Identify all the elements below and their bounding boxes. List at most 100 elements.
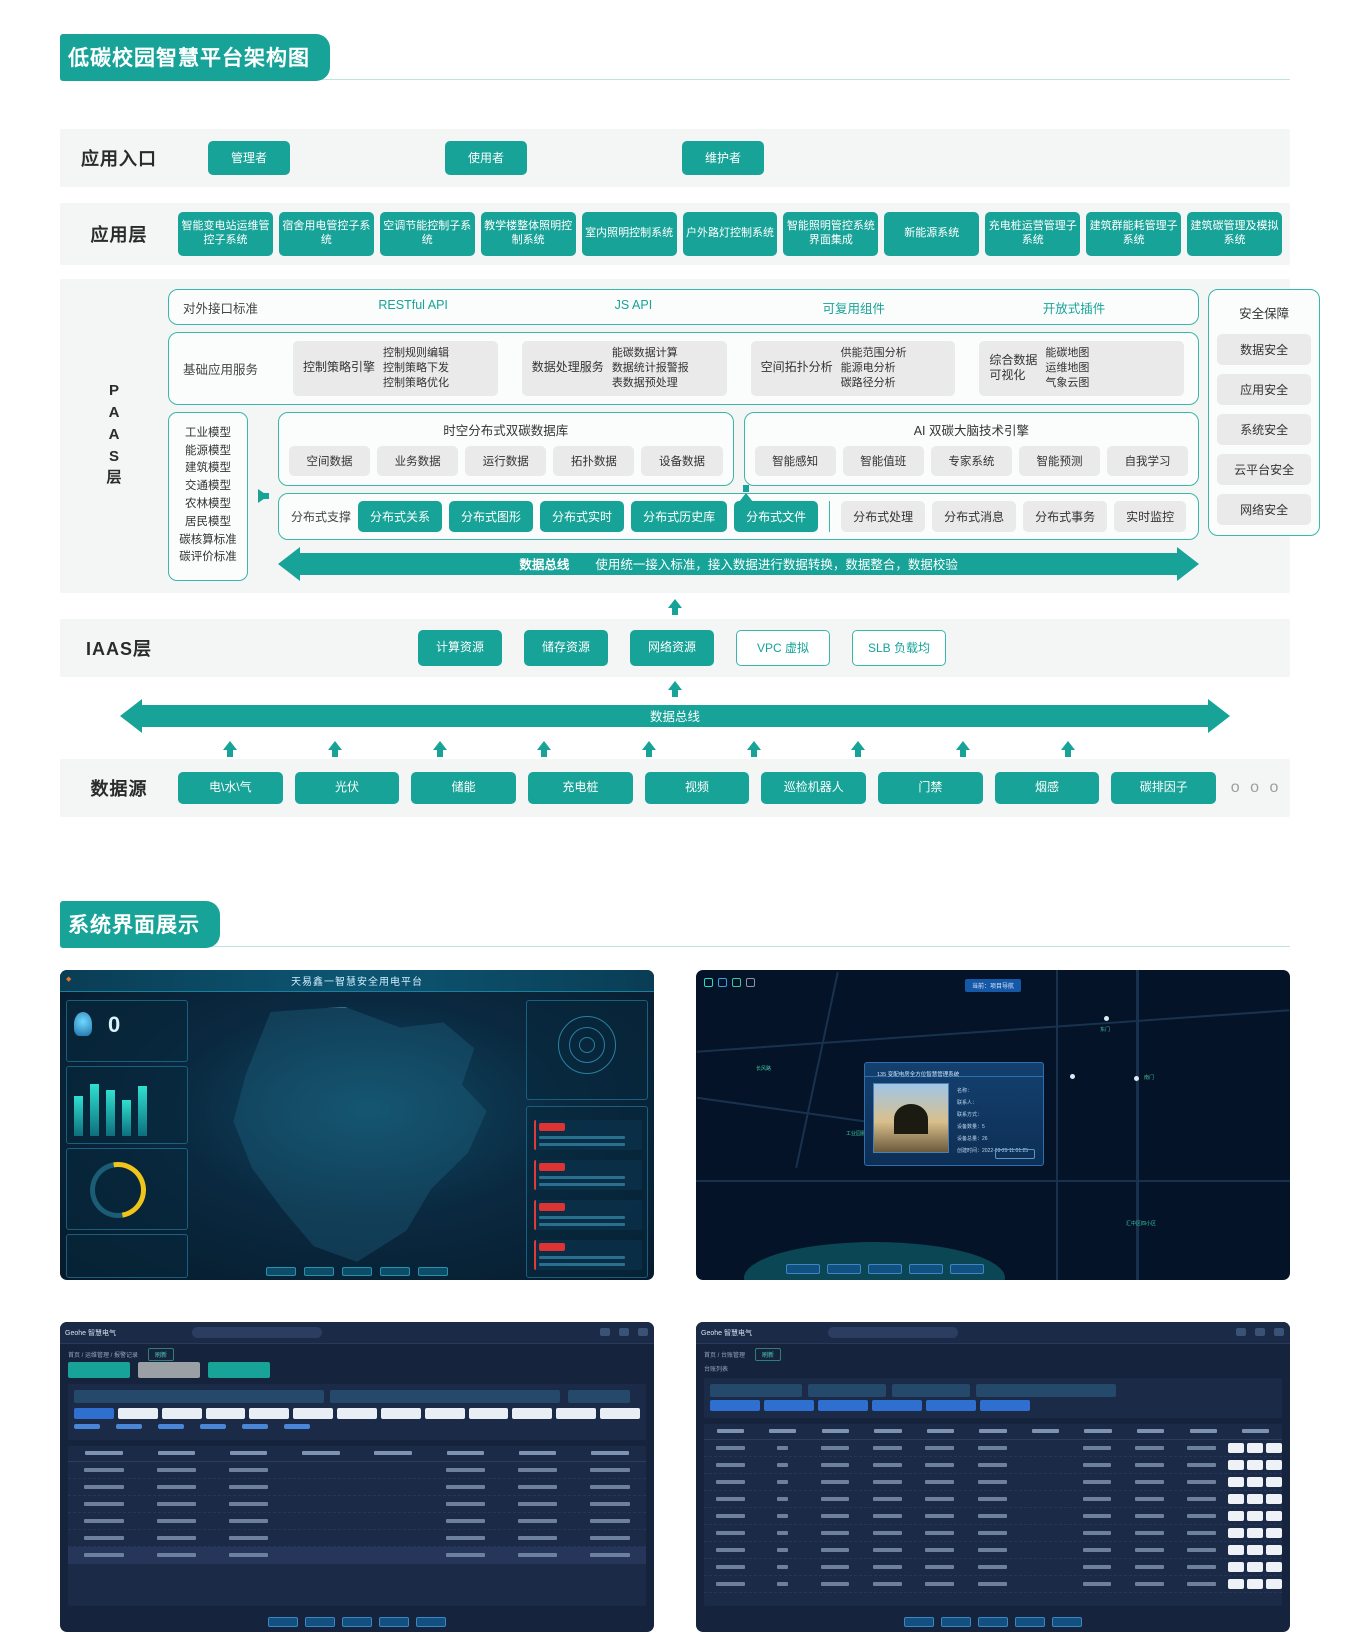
filter-radio-group[interactable]	[74, 1423, 310, 1429]
map-marker[interactable]	[1134, 1075, 1139, 1081]
security-item-3[interactable]: 云平台安全	[1217, 454, 1312, 485]
db0-chip-2[interactable]: 运行数据	[465, 445, 547, 476]
tab-realtime-alarm[interactable]	[68, 1361, 130, 1378]
delete-button[interactable]	[1266, 1459, 1283, 1470]
filter-select-2[interactable]	[892, 1383, 970, 1397]
edit-button[interactable]	[1228, 1544, 1245, 1555]
map-toolbar[interactable]	[704, 977, 755, 987]
model-item-1[interactable]: 能源模型	[185, 444, 231, 457]
pill-6[interactable]	[337, 1407, 377, 1419]
model-item-6[interactable]: 碳核算标准	[179, 533, 237, 546]
iaas-compute[interactable]: 计算资源	[418, 629, 502, 666]
foot-btn-1[interactable]	[941, 1616, 971, 1627]
radio-4[interactable]	[242, 1423, 268, 1429]
delete-button[interactable]	[1266, 1510, 1283, 1521]
table-row[interactable]	[68, 1462, 646, 1479]
table-row[interactable]	[704, 1440, 1283, 1457]
app-item-5[interactable]: 户外路灯控制系统	[682, 212, 778, 256]
table-row[interactable]	[704, 1525, 1283, 1542]
row-actions[interactable]	[1228, 1493, 1283, 1504]
db0-chip-3[interactable]: 拓扑数据	[553, 445, 635, 476]
admin-header-actions[interactable]	[1236, 1327, 1284, 1336]
source-smoke-detector[interactable]: 烟感	[994, 771, 1100, 804]
app-item-7[interactable]: 新能源系统	[884, 212, 980, 256]
delete-button[interactable]	[1266, 1442, 1283, 1453]
iface-item-plugin[interactable]: 开放式插件	[1042, 301, 1106, 316]
view-button[interactable]	[1247, 1476, 1264, 1487]
screenshot-alarm-table[interactable]: Geohe 智慧电气 首页 / 运维管理 / 报警记录 刷新	[60, 1321, 654, 1632]
filter-select-0[interactable]	[710, 1383, 802, 1397]
map-info-popup[interactable]: 135 变配电房全方位智慧管理系统 名称： 联系人： 联系方式： 设备数量：5 …	[864, 1061, 1044, 1166]
security-item-4[interactable]: 网络安全	[1217, 494, 1312, 525]
app-item-3[interactable]: 教学楼整体照明控制系统	[480, 212, 576, 256]
table-row[interactable]	[704, 1491, 1283, 1508]
source-electricity-water-gas[interactable]: 电\水\气	[178, 771, 283, 804]
tab-history-alarm[interactable]	[138, 1361, 200, 1378]
foot-btn-0[interactable]	[268, 1616, 298, 1627]
map-tab-1[interactable]	[827, 1263, 861, 1274]
row-actions[interactable]	[1228, 1578, 1283, 1589]
radio-3[interactable]	[200, 1423, 226, 1429]
action-delete[interactable]	[926, 1399, 976, 1411]
source-inspection-robot[interactable]: 巡检机器人	[761, 771, 867, 804]
dist-teal-1[interactable]: 分布式图形	[449, 500, 534, 532]
pill-12[interactable]	[600, 1407, 640, 1419]
iaas-vpc[interactable]: VPC 虚拟	[736, 629, 830, 666]
radio-1[interactable]	[116, 1423, 142, 1429]
entry-item-admin[interactable]: 管理者	[208, 141, 290, 175]
popup-action-button[interactable]	[995, 1148, 1035, 1159]
edit-button[interactable]	[1228, 1442, 1245, 1453]
db1-chip-1[interactable]: 智能值班	[842, 445, 924, 476]
service-control-strategy[interactable]: 控制策略引擎 控制规则编辑 控制策略下发 控制策略优化	[293, 341, 498, 396]
pill-0[interactable]	[74, 1407, 114, 1419]
source-energy-storage[interactable]: 储能	[411, 771, 517, 804]
toolbar-icon-1[interactable]	[718, 977, 727, 987]
edit-button[interactable]	[1228, 1476, 1245, 1487]
bottom-tab-3[interactable]	[380, 1266, 410, 1276]
message-icon[interactable]	[1236, 1327, 1246, 1336]
map-tab-4[interactable]	[950, 1263, 984, 1274]
bell-icon[interactable]	[619, 1327, 629, 1336]
toolbar-icon-3[interactable]	[746, 977, 755, 987]
view-button[interactable]	[1247, 1544, 1264, 1555]
delete-button[interactable]	[1266, 1493, 1283, 1504]
action-import[interactable]	[764, 1399, 814, 1411]
iaas-network[interactable]: 网络资源	[630, 629, 714, 666]
toolbar-icon-2[interactable]	[732, 977, 741, 987]
table-row[interactable]	[704, 1576, 1283, 1593]
bottom-tab-0[interactable]	[266, 1266, 296, 1276]
view-button[interactable]	[1247, 1527, 1264, 1538]
model-item-2[interactable]: 建筑模型	[185, 462, 231, 475]
view-button[interactable]	[1247, 1578, 1264, 1589]
pill-10[interactable]	[512, 1407, 553, 1419]
edit-button[interactable]	[1228, 1510, 1245, 1521]
pill-4[interactable]	[249, 1407, 290, 1419]
filter-select-1[interactable]	[808, 1383, 886, 1397]
footer-buttons[interactable]	[268, 1616, 446, 1627]
map-bottom-tabs[interactable]	[786, 1263, 984, 1274]
admin-tabs[interactable]	[68, 1361, 270, 1378]
radio-0[interactable]	[74, 1423, 100, 1429]
view-button[interactable]	[1247, 1510, 1264, 1521]
table-row[interactable]	[68, 1546, 646, 1564]
security-item-2[interactable]: 系统安全	[1217, 414, 1312, 445]
pill-8[interactable]	[424, 1407, 465, 1419]
pill-11[interactable]	[556, 1407, 597, 1419]
source-access-control[interactable]: 门禁	[878, 771, 983, 804]
foot-btn-3[interactable]	[1015, 1616, 1045, 1627]
bottom-tab-1[interactable]	[304, 1266, 334, 1276]
filter-field-1[interactable]	[330, 1389, 560, 1403]
filter-field-2[interactable]	[568, 1389, 630, 1403]
source-charging-pile[interactable]: 充电桩	[528, 771, 633, 804]
pill-5[interactable]	[293, 1407, 334, 1419]
service-data-processing[interactable]: 数据处理服务 能碳数据计算 数据统计报警报 表数据预处理	[521, 341, 727, 396]
admin-header-actions[interactable]	[600, 1327, 648, 1336]
filter-field-0[interactable]	[74, 1389, 324, 1403]
map-marker[interactable]	[1104, 1015, 1109, 1021]
service-spatial-topology[interactable]: 空间拓扑分析 供能范围分析 能源电分析 碳路径分析	[750, 341, 956, 396]
dist-teal-4[interactable]: 分布式文件	[734, 500, 819, 532]
iface-item-jsapi[interactable]: JS API	[614, 297, 653, 312]
table-row[interactable]	[68, 1530, 646, 1547]
app-item-6[interactable]: 智能照明管控系统界面集成	[783, 212, 879, 256]
table-row[interactable]	[704, 1474, 1283, 1491]
